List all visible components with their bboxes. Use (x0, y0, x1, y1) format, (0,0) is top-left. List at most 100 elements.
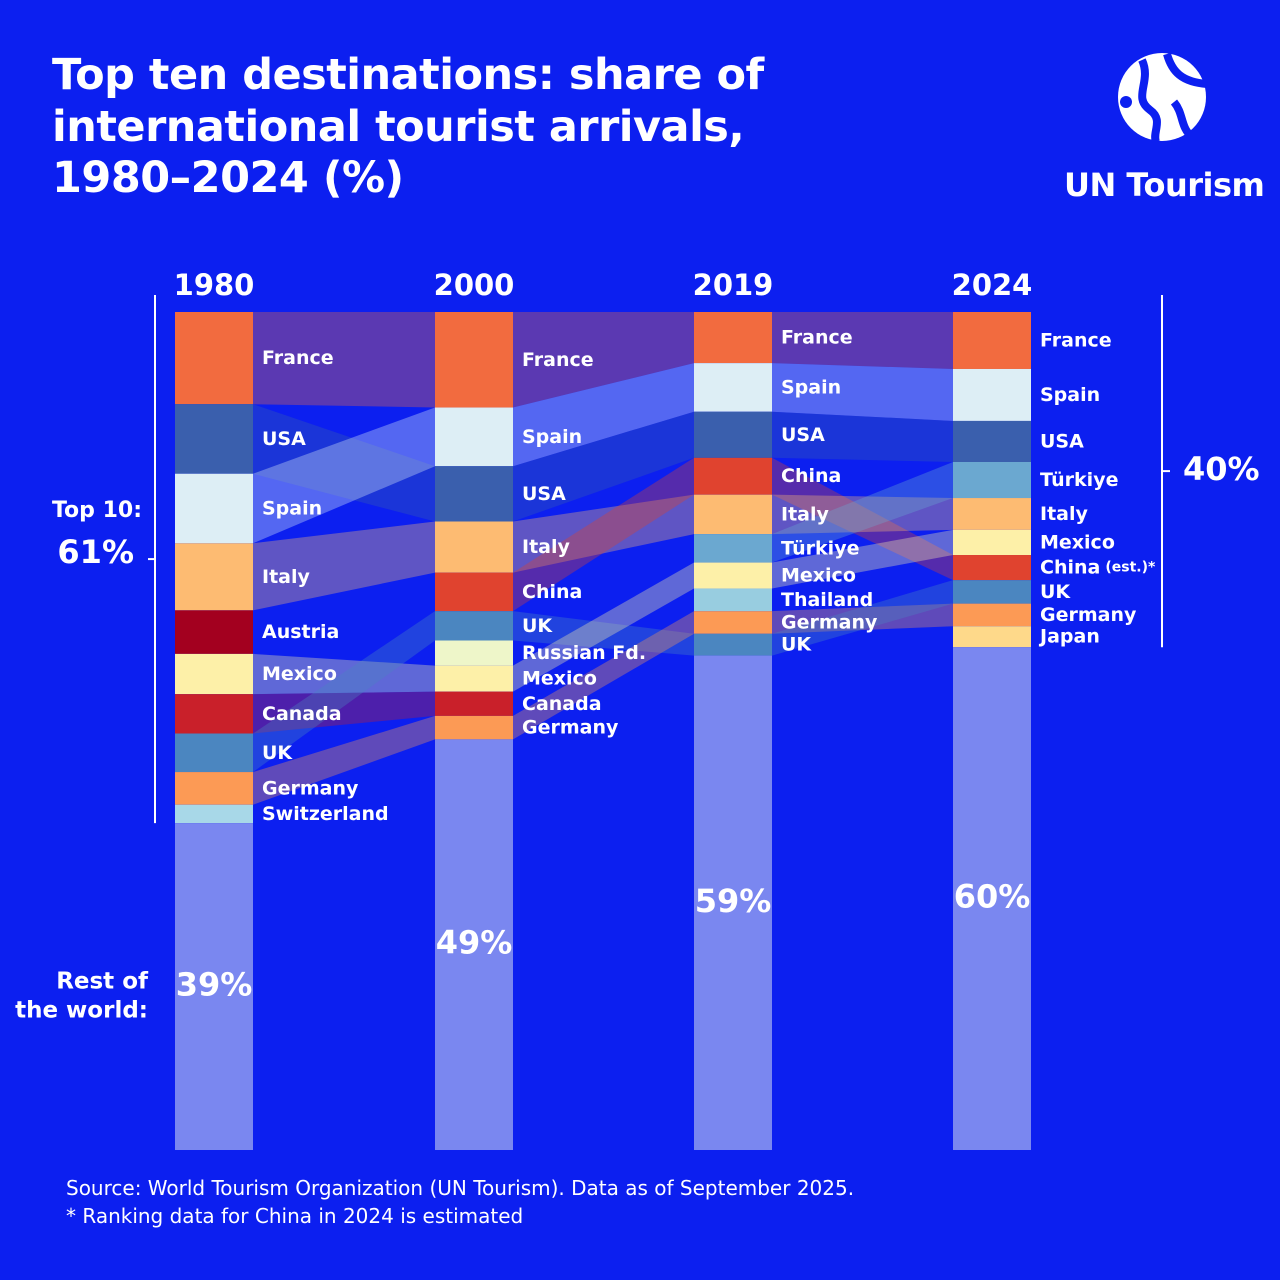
segment-label: USA (781, 423, 825, 445)
segment (435, 665, 513, 692)
flow (253, 407, 435, 544)
segment-label: Spain (522, 425, 582, 447)
flow (253, 404, 435, 522)
country-name: UK (522, 614, 553, 636)
segment-label: UK (781, 633, 812, 655)
flow (772, 457, 953, 581)
segment (953, 603, 1031, 627)
segment (435, 572, 513, 612)
country-name: UK (262, 741, 293, 763)
segment-label: France (781, 326, 853, 348)
segment (175, 804, 253, 824)
logo (1118, 52, 1208, 142)
segment (694, 411, 772, 458)
segment-label: China (781, 465, 841, 487)
segment-label: Mexico (522, 667, 597, 689)
segment-label: France (522, 348, 594, 370)
rest-bar (953, 647, 1031, 1150)
country-name: China (781, 465, 841, 487)
segment-label: UK (522, 614, 553, 636)
country-name: Italy (781, 503, 829, 525)
country-name: France (262, 347, 334, 369)
country-name: Germany (1040, 603, 1137, 625)
country-name: USA (1040, 430, 1084, 452)
segment (953, 626, 1031, 648)
rest-label: 60% (954, 878, 1031, 916)
segment-label: Canada (262, 702, 342, 724)
flow (513, 494, 694, 573)
flow (513, 562, 694, 692)
segment-label: Switzerland (262, 802, 389, 824)
flow (772, 580, 953, 656)
segment-label: Italy (262, 565, 310, 587)
country-name: Thailand (781, 588, 873, 610)
segment-label: USA (1040, 430, 1084, 452)
top10-label: Top 10: (52, 498, 142, 523)
country-name: China (522, 580, 582, 602)
segment-label: Spain (1040, 383, 1100, 405)
segment-label: Germany (522, 716, 619, 738)
country-name: Germany (262, 777, 359, 799)
country-name: China (1040, 556, 1100, 578)
segment (175, 610, 253, 654)
segment-label: Spain (781, 376, 841, 398)
flow (513, 363, 694, 467)
brand: UN Tourism (1064, 166, 1265, 204)
segment-label: Russian Fd. (522, 642, 646, 664)
segment-label: Thailand (781, 588, 873, 610)
segment (435, 521, 513, 573)
country-name: Spain (1040, 383, 1100, 405)
country-name: Austria (262, 621, 339, 643)
flow (253, 611, 435, 773)
flows (253, 312, 953, 805)
country-name: France (522, 348, 594, 370)
segment (694, 534, 772, 563)
segment-label: Italy (522, 536, 570, 558)
segment (175, 772, 253, 805)
segment-label: Türkiye (781, 537, 859, 559)
top10-value: 61% (57, 533, 134, 571)
country-name: Spain (781, 376, 841, 398)
segment (953, 462, 1031, 499)
segment-label: Austria (262, 621, 339, 643)
segment (953, 555, 1031, 581)
segment (435, 407, 513, 467)
segment-label: Germany (781, 611, 878, 633)
segment (175, 733, 253, 773)
country-name: Spain (262, 497, 322, 519)
country-name: France (1040, 329, 1112, 351)
country-name: USA (781, 423, 825, 445)
segment-label: Türkiye (1040, 469, 1118, 491)
segment (435, 466, 513, 522)
segment (694, 312, 772, 364)
segment-label: Italy (1040, 502, 1088, 524)
segment (953, 420, 1031, 463)
country-name: Mexico (1040, 531, 1115, 553)
segment-label: Canada (522, 692, 602, 714)
country-name: USA (262, 427, 306, 449)
flow (513, 611, 694, 656)
country-name: Japan (1038, 625, 1100, 647)
chart-title: Top ten destinations: share of internati… (52, 50, 764, 204)
rest-bar (435, 739, 513, 1150)
segment-label: Mexico (262, 663, 337, 685)
flow (772, 462, 953, 563)
segment-label: France (1040, 329, 1112, 351)
country-name: Italy (522, 536, 570, 558)
country-name: Germany (522, 716, 619, 738)
segment (435, 715, 513, 740)
segment-label: Mexico (781, 564, 856, 586)
flow (253, 715, 435, 805)
segment (175, 312, 253, 405)
segment (953, 498, 1031, 530)
country-name: UK (1040, 580, 1071, 602)
segment (953, 580, 1031, 604)
country-name: Mexico (781, 564, 856, 586)
flow (253, 521, 435, 611)
flow (772, 529, 953, 589)
segment (175, 473, 253, 544)
country-name: France (781, 326, 853, 348)
segment (175, 404, 253, 474)
country-name: Türkiye (1040, 469, 1118, 491)
